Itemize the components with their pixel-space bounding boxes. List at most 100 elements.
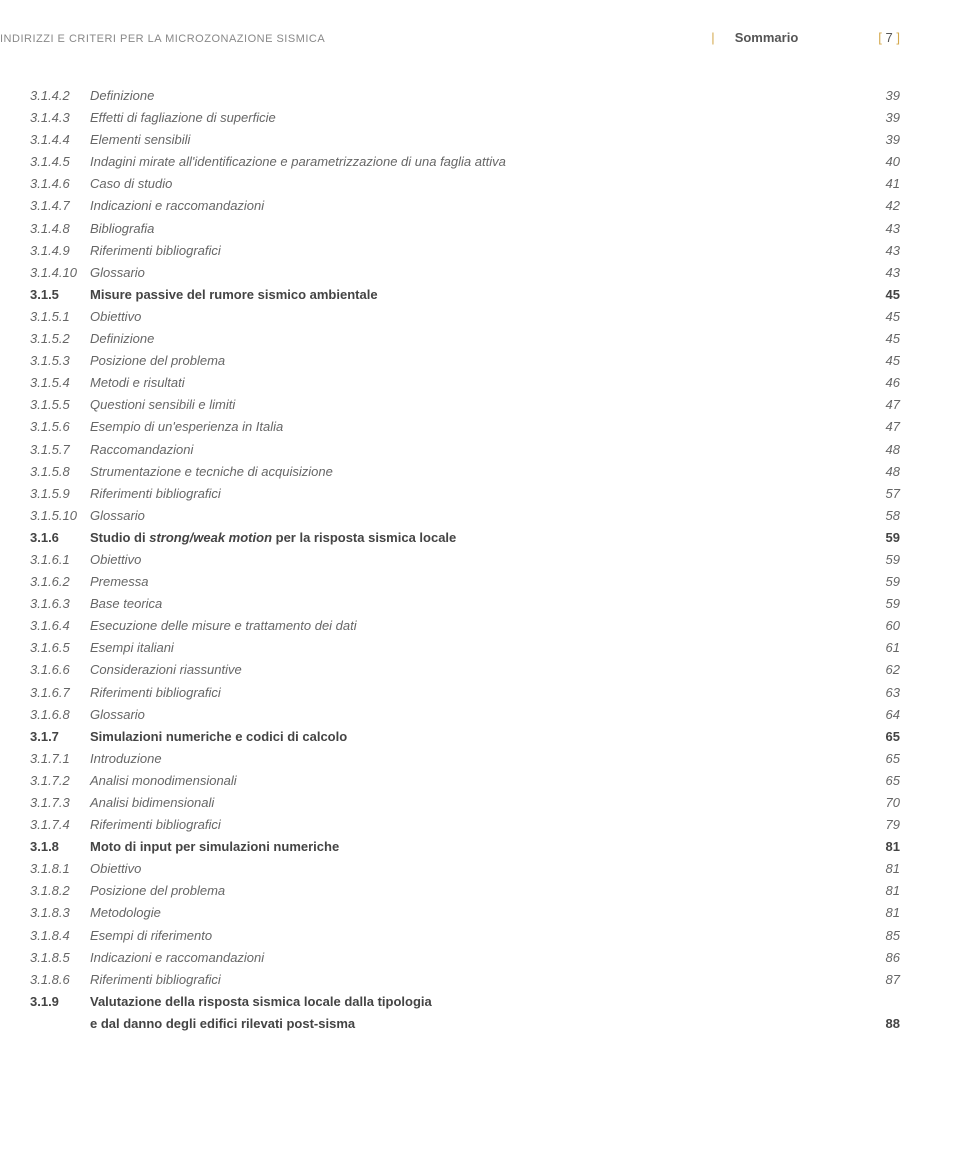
toc-row: 3.1.7.4Riferimenti bibliografici79 — [30, 814, 900, 836]
toc-label: Posizione del problema — [90, 350, 860, 372]
toc-page: 86 — [860, 947, 900, 969]
toc-row: 3.1.6.1Obiettivo59 — [30, 549, 900, 571]
toc-number: 3.1.7 — [30, 726, 90, 748]
toc-page: 57 — [860, 483, 900, 505]
toc-number: 3.1.4.8 — [30, 218, 90, 240]
toc-label: Questioni sensibili e limiti — [90, 394, 860, 416]
toc-number: 3.1.4.2 — [30, 85, 90, 107]
toc-row: 3.1.5.3Posizione del problema45 — [30, 350, 900, 372]
toc-number: 3.1.6.2 — [30, 571, 90, 593]
toc-label: Analisi bidimensionali — [90, 792, 860, 814]
toc-number: 3.1.6.6 — [30, 659, 90, 681]
toc-label: Riferimenti bibliografici — [90, 483, 860, 505]
toc-label: Esempio di un'esperienza in Italia — [90, 416, 860, 438]
toc-label: Posizione del problema — [90, 880, 860, 902]
toc-number: 3.1.8.6 — [30, 969, 90, 991]
toc-label: Obiettivo — [90, 549, 860, 571]
toc-page: 59 — [860, 571, 900, 593]
toc-page: 45 — [860, 306, 900, 328]
toc-page: 81 — [860, 902, 900, 924]
toc-label: Elementi sensibili — [90, 129, 860, 151]
toc-number: 3.1.8.3 — [30, 902, 90, 924]
toc-page: 59 — [860, 549, 900, 571]
toc-row: 3.1.6.7Riferimenti bibliografici63 — [30, 682, 900, 704]
toc-number: 3.1.5.8 — [30, 461, 90, 483]
toc-row: 3.1.4.3Effetti di fagliazione di superfi… — [30, 107, 900, 129]
toc-label: Riferimenti bibliografici — [90, 814, 860, 836]
toc-label: Definizione — [90, 328, 860, 350]
toc-row: 3.1.6.2Premessa59 — [30, 571, 900, 593]
toc-number: 3.1.6 — [30, 527, 90, 549]
toc-row: 3.1.8.6Riferimenti bibliografici87 — [30, 969, 900, 991]
toc-page: 88 — [860, 1013, 900, 1035]
toc-number: 3.1.6.1 — [30, 549, 90, 571]
toc-row: 3.1.5Misure passive del rumore sismico a… — [30, 284, 900, 306]
toc-label: Esecuzione delle misure e trattamento de… — [90, 615, 860, 637]
toc-row: 3.1.5.2Definizione45 — [30, 328, 900, 350]
toc-page: 81 — [860, 858, 900, 880]
toc-label: Caso di studio — [90, 173, 860, 195]
header-title: INDIRIZZI E CRITERI PER LA MICROZONAZION… — [0, 33, 691, 45]
toc-row: 3.1.4.10Glossario43 — [30, 262, 900, 284]
toc-number: 3.1.6.3 — [30, 593, 90, 615]
toc-row: 3.1.7.3Analisi bidimensionali70 — [30, 792, 900, 814]
toc-label: Indagini mirate all'identificazione e pa… — [90, 151, 860, 173]
toc-number: 3.1.6.8 — [30, 704, 90, 726]
toc-row: 3.1.5.7Raccomandazioni48 — [30, 439, 900, 461]
toc-number: 3.1.5 — [30, 284, 90, 306]
toc-label: Metodologie — [90, 902, 860, 924]
toc-page: 39 — [860, 85, 900, 107]
page-header: INDIRIZZI E CRITERI PER LA MICROZONAZION… — [0, 30, 900, 45]
toc-row: 3.1.8.5Indicazioni e raccomandazioni86 — [30, 947, 900, 969]
toc-row: 3.1.5.8Strumentazione e tecniche di acqu… — [30, 461, 900, 483]
toc-row: 3.1.4.5Indagini mirate all'identificazio… — [30, 151, 900, 173]
toc-number: 3.1.6.7 — [30, 682, 90, 704]
toc-row: 3.1.4.7Indicazioni e raccomandazioni42 — [30, 195, 900, 217]
toc-row: 3.1.8.4Esempi di riferimento85 — [30, 925, 900, 947]
header-divider: | — [711, 30, 714, 45]
toc-label: Metodi e risultati — [90, 372, 860, 394]
toc-page: 59 — [860, 527, 900, 549]
toc-page: 85 — [860, 925, 900, 947]
toc-number: 3.1.5.2 — [30, 328, 90, 350]
header-section: Sommario — [735, 30, 799, 45]
toc-number: 3.1.6.4 — [30, 615, 90, 637]
toc-page: 39 — [860, 129, 900, 151]
toc-number: 3.1.8 — [30, 836, 90, 858]
toc-row: 3.1.6.8Glossario64 — [30, 704, 900, 726]
toc-row: 3.1.6.5Esempi italiani61 — [30, 637, 900, 659]
toc-page: 45 — [860, 350, 900, 372]
toc-row: 3.1.6.6Considerazioni riassuntive62 — [30, 659, 900, 681]
toc-row: 3.1.6.3Base teorica59 — [30, 593, 900, 615]
toc-number: 3.1.4.5 — [30, 151, 90, 173]
toc-label: Valutazione della risposta sismica local… — [90, 991, 860, 1013]
table-of-contents: 3.1.4.2Definizione393.1.4.3Effetti di fa… — [0, 85, 900, 1035]
toc-number: 3.1.8.4 — [30, 925, 90, 947]
toc-row: 3.1.8.2Posizione del problema81 — [30, 880, 900, 902]
toc-label: Riferimenti bibliografici — [90, 682, 860, 704]
toc-label: Glossario — [90, 704, 860, 726]
toc-page: 39 — [860, 107, 900, 129]
toc-number: 3.1.8.2 — [30, 880, 90, 902]
toc-page: 58 — [860, 505, 900, 527]
toc-row: e dal danno degli edifici rilevati post-… — [30, 1013, 900, 1035]
toc-page: 47 — [860, 394, 900, 416]
toc-number: 3.1.4.3 — [30, 107, 90, 129]
toc-page: 60 — [860, 615, 900, 637]
toc-number: 3.1.5.1 — [30, 306, 90, 328]
toc-number: 3.1.4.6 — [30, 173, 90, 195]
toc-page: 87 — [860, 969, 900, 991]
toc-number: 3.1.7.1 — [30, 748, 90, 770]
toc-label: Moto di input per simulazioni numeriche — [90, 836, 860, 858]
toc-row: 3.1.7.1Introduzione65 — [30, 748, 900, 770]
toc-label: Premessa — [90, 571, 860, 593]
toc-number: 3.1.4.10 — [30, 262, 90, 284]
toc-number: 3.1.5.6 — [30, 416, 90, 438]
toc-page: 40 — [860, 151, 900, 173]
toc-number: 3.1.7.2 — [30, 770, 90, 792]
toc-page: 42 — [860, 195, 900, 217]
toc-page: 81 — [860, 880, 900, 902]
toc-page: 48 — [860, 439, 900, 461]
toc-label: Raccomandazioni — [90, 439, 860, 461]
toc-label: Definizione — [90, 85, 860, 107]
